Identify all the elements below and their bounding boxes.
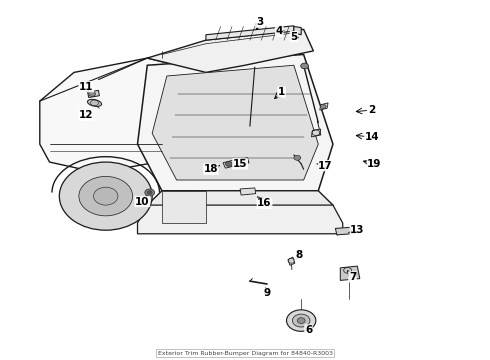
Polygon shape [138,205,343,234]
Text: 4: 4 [275,26,283,36]
Polygon shape [340,266,360,280]
Circle shape [59,162,152,230]
Circle shape [320,104,326,109]
Polygon shape [335,227,351,235]
Circle shape [287,310,316,331]
Text: 8: 8 [295,250,302,260]
Ellipse shape [87,99,101,107]
Text: 3: 3 [256,17,263,27]
Circle shape [89,91,96,96]
Polygon shape [223,160,235,168]
Text: 16: 16 [257,198,272,208]
Text: 15: 15 [233,159,247,169]
Polygon shape [288,257,295,265]
Polygon shape [88,90,99,98]
Circle shape [145,189,155,196]
Polygon shape [152,65,318,180]
Polygon shape [138,54,333,191]
Text: 13: 13 [350,225,365,235]
Text: 1: 1 [278,87,285,97]
Text: 11: 11 [79,82,94,92]
Text: 7: 7 [349,272,356,282]
Polygon shape [147,30,314,72]
Polygon shape [240,188,256,195]
Text: 5: 5 [290,32,297,41]
Text: 19: 19 [368,159,382,169]
Circle shape [301,63,309,69]
Text: 6: 6 [305,325,312,335]
Polygon shape [40,58,206,173]
Polygon shape [206,26,294,40]
Circle shape [147,191,152,194]
Circle shape [293,314,310,327]
Polygon shape [312,129,321,137]
Circle shape [94,187,118,205]
Text: 18: 18 [203,164,218,174]
Circle shape [79,176,133,216]
Polygon shape [147,191,333,223]
Polygon shape [162,191,206,223]
Text: 2: 2 [368,105,376,115]
Polygon shape [320,103,328,110]
Text: 14: 14 [365,132,379,142]
Text: 12: 12 [79,111,94,121]
Polygon shape [294,27,301,35]
Text: 10: 10 [135,197,149,207]
Text: Exterior Trim Rubber-Bumper Diagram for 84840-R3003: Exterior Trim Rubber-Bumper Diagram for … [157,351,333,356]
Text: 17: 17 [318,161,333,171]
Circle shape [297,318,305,323]
Circle shape [294,155,301,160]
Text: 9: 9 [264,288,270,298]
Polygon shape [240,158,249,164]
Circle shape [225,161,232,166]
